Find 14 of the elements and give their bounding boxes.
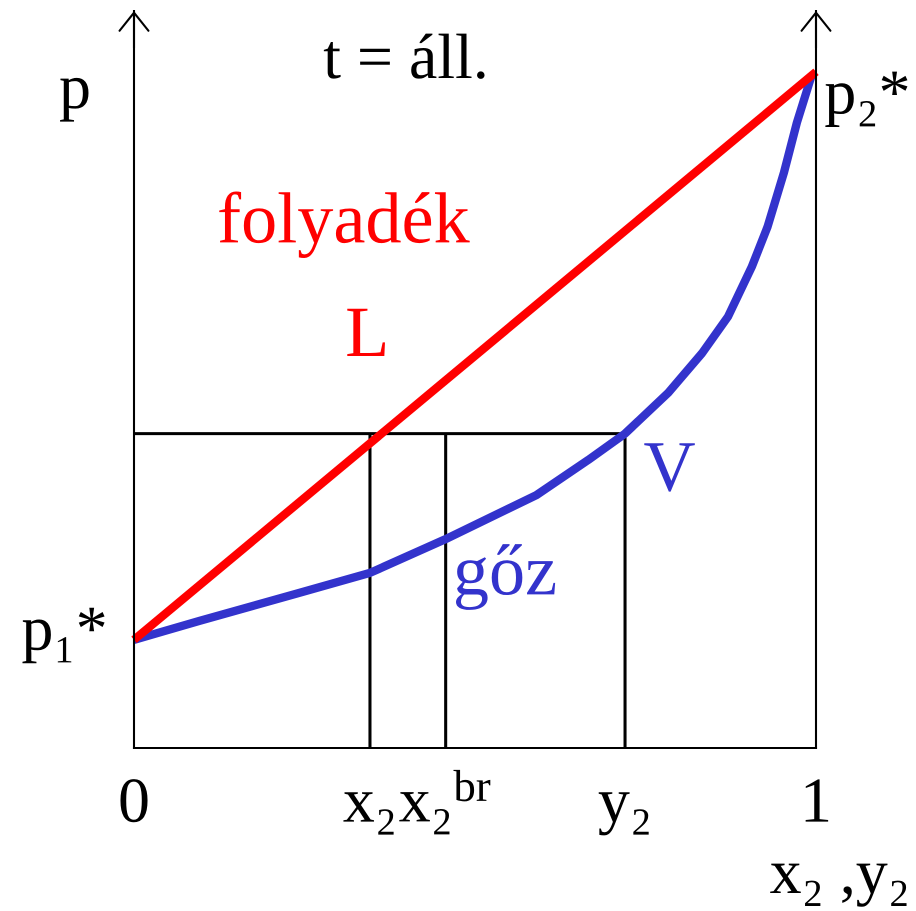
x-tick-label: 1 [806, 779, 828, 822]
x-tick-label: 0 [120, 779, 148, 822]
annotation: p₁* [22, 608, 105, 664]
annotation: folyadék [219, 192, 470, 258]
series-label: L [347, 308, 385, 356]
annotation: gőz [456, 544, 556, 610]
series-label: V [644, 443, 695, 492]
annotation: p₂* [825, 72, 908, 128]
y-axis-title: p [60, 78, 88, 122]
x-axis-title: x₂ ,y₂ [770, 864, 907, 907]
x-tick-label: x₂$^{br}$ [399, 770, 490, 834]
chart-title: t = áll. [324, 34, 485, 79]
x-tick-label: y₂ [598, 792, 649, 836]
x-tick-label: x₂ [343, 792, 394, 835]
